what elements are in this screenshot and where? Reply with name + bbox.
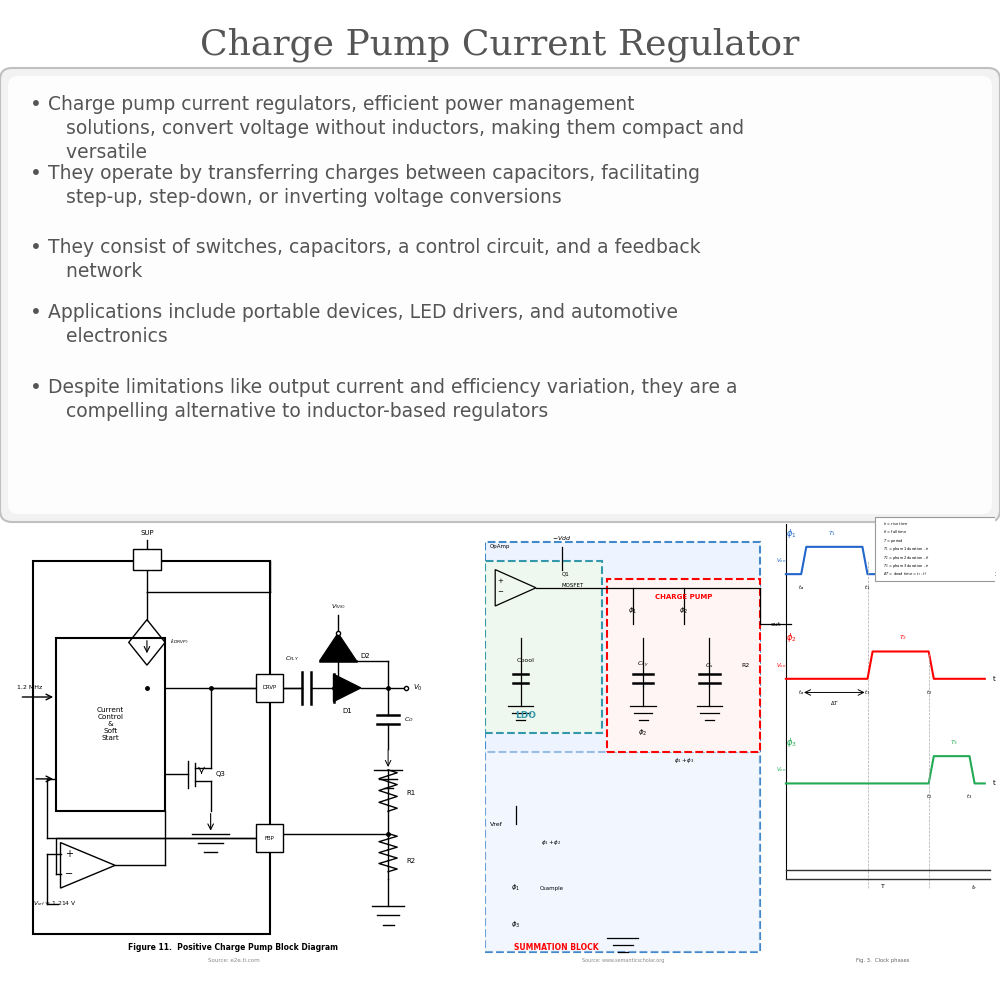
Text: $\phi_3$: $\phi_3$ bbox=[786, 736, 797, 749]
Text: $\phi_1$: $\phi_1$ bbox=[786, 527, 797, 540]
Text: $T_3$ = phase3 duration - $t_r$: $T_3$ = phase3 duration - $t_r$ bbox=[883, 562, 930, 570]
Text: $t_2$: $t_2$ bbox=[926, 793, 932, 801]
Text: $\Delta T$: $\Delta T$ bbox=[830, 699, 839, 707]
Text: t: t bbox=[992, 571, 995, 577]
FancyBboxPatch shape bbox=[875, 517, 998, 581]
FancyBboxPatch shape bbox=[485, 752, 760, 952]
Text: −: − bbox=[65, 869, 73, 879]
Text: $T_1$ = phase1 duration - $t_r$: $T_1$ = phase1 duration - $t_r$ bbox=[883, 545, 930, 553]
Text: −: − bbox=[498, 589, 504, 595]
Bar bbox=[256, 674, 283, 702]
Text: $T_3$: $T_3$ bbox=[950, 738, 958, 747]
Text: $t_r$: $t_r$ bbox=[971, 884, 978, 892]
Text: $C_O$: $C_O$ bbox=[404, 715, 414, 724]
Text: SUMMATION BLOCK: SUMMATION BLOCK bbox=[514, 943, 599, 952]
Text: Applications include portable devices, LED drivers, and automotive
   electronic: Applications include portable devices, L… bbox=[48, 303, 678, 346]
Text: $t_r$ = rise time: $t_r$ = rise time bbox=[883, 520, 909, 528]
Text: $\phi_1+\phi_3$: $\phi_1+\phi_3$ bbox=[674, 756, 694, 765]
Text: $C_s$: $C_s$ bbox=[705, 661, 714, 670]
Text: $V_0$: $V_0$ bbox=[413, 683, 423, 693]
Text: •: • bbox=[30, 164, 42, 183]
Text: OpAmp: OpAmp bbox=[490, 544, 511, 549]
Text: Charge Pump Current Regulator: Charge Pump Current Regulator bbox=[200, 28, 800, 62]
Bar bbox=[33, 560, 270, 934]
Text: $T_1$: $T_1$ bbox=[828, 529, 836, 538]
Text: $V_{on}$: $V_{on}$ bbox=[776, 661, 786, 670]
Text: $\phi_2$: $\phi_2$ bbox=[786, 631, 797, 644]
Text: Figure 11.  Positive Charge Pump Block Diagram: Figure 11. Positive Charge Pump Block Di… bbox=[128, 943, 338, 952]
Text: $t_2$: $t_2$ bbox=[926, 688, 932, 697]
Text: Q3: Q3 bbox=[215, 771, 225, 777]
Text: $\phi_2$: $\phi_2$ bbox=[638, 728, 648, 738]
Text: $t_f$ = fall time: $t_f$ = fall time bbox=[883, 529, 907, 536]
Text: D2: D2 bbox=[361, 653, 370, 659]
Text: Q1: Q1 bbox=[562, 572, 569, 577]
Text: $T$ = period: $T$ = period bbox=[883, 537, 904, 545]
Text: t: t bbox=[992, 780, 995, 786]
Polygon shape bbox=[320, 633, 356, 661]
Text: +: + bbox=[65, 849, 73, 859]
Text: $C_{FLY}$: $C_{FLY}$ bbox=[285, 654, 300, 663]
Text: •: • bbox=[30, 95, 42, 114]
Text: $I_{(DRVP)}$: $I_{(DRVP)}$ bbox=[170, 638, 189, 647]
Text: R2: R2 bbox=[741, 663, 749, 668]
Text: $\phi_1+\phi_2$: $\phi_1+\phi_2$ bbox=[541, 838, 562, 847]
Text: R2: R2 bbox=[406, 858, 415, 864]
Bar bbox=[56, 638, 165, 811]
Text: Current
Control
&
Soft
Start: Current Control & Soft Start bbox=[97, 707, 124, 741]
Text: $\phi_1$: $\phi_1$ bbox=[511, 883, 520, 893]
Text: $V_{on}$: $V_{on}$ bbox=[776, 765, 786, 774]
FancyBboxPatch shape bbox=[8, 76, 992, 514]
Text: $T_2$ = phase2 duration - $t_f$: $T_2$ = phase2 duration - $t_f$ bbox=[883, 554, 930, 562]
Text: •: • bbox=[30, 378, 42, 397]
Text: $V_{ref}$ = 1.214 V: $V_{ref}$ = 1.214 V bbox=[33, 900, 77, 908]
FancyBboxPatch shape bbox=[485, 542, 760, 952]
Text: Charge pump current regulators, efficient power management
   solutions, convert: Charge pump current regulators, efficien… bbox=[48, 95, 744, 162]
Text: +: + bbox=[498, 578, 504, 584]
Bar bbox=[133, 549, 161, 570]
Text: FBP: FBP bbox=[265, 836, 275, 841]
Text: Csample: Csample bbox=[539, 886, 563, 891]
Text: $V_{(VS)}$: $V_{(VS)}$ bbox=[331, 602, 346, 611]
Text: $\phi_3$: $\phi_3$ bbox=[511, 919, 520, 930]
Text: D1: D1 bbox=[342, 708, 352, 714]
Text: DRVP: DRVP bbox=[263, 685, 277, 690]
Text: 1.2 MHz: 1.2 MHz bbox=[17, 685, 43, 690]
FancyBboxPatch shape bbox=[485, 560, 602, 733]
Text: They consist of switches, capacitors, a control circuit, and a feedback
   netwo: They consist of switches, capacitors, a … bbox=[48, 238, 701, 281]
Text: $\Delta T$ = dead time = $t_r$ - $t_f$: $\Delta T$ = dead time = $t_r$ - $t_f$ bbox=[883, 571, 927, 578]
Text: Cpool: Cpool bbox=[517, 658, 535, 663]
Text: $t_1$: $t_1$ bbox=[864, 583, 871, 592]
Text: MOSFET: MOSFET bbox=[562, 583, 584, 588]
Bar bbox=[256, 824, 283, 852]
Text: Fig. 3.  Clock phases: Fig. 3. Clock phases bbox=[856, 958, 910, 963]
Text: $T_2$: $T_2$ bbox=[899, 634, 907, 642]
Text: $t_3$: $t_3$ bbox=[966, 793, 973, 801]
Text: LDO: LDO bbox=[515, 711, 536, 720]
Text: $V_{on}$: $V_{on}$ bbox=[776, 556, 786, 565]
Text: T: T bbox=[881, 884, 885, 889]
Text: $\phi_2$: $\phi_2$ bbox=[679, 605, 689, 616]
Text: CHARGE PUMP: CHARGE PUMP bbox=[655, 594, 713, 600]
FancyBboxPatch shape bbox=[0, 68, 1000, 522]
Text: They operate by transferring charges between capacitors, facilitating
   step-up: They operate by transferring charges bet… bbox=[48, 164, 700, 207]
Text: $t_a$: $t_a$ bbox=[798, 688, 804, 697]
Text: •: • bbox=[30, 303, 42, 322]
Text: $C_{fly}$: $C_{fly}$ bbox=[637, 660, 649, 670]
Text: Source: www.semanticscholar.org: Source: www.semanticscholar.org bbox=[582, 958, 664, 963]
Text: out: out bbox=[771, 622, 781, 627]
Text: $-Vdd$: $-Vdd$ bbox=[552, 534, 571, 542]
Text: Despite limitations like output current and efficiency variation, they are a
   : Despite limitations like output current … bbox=[48, 378, 738, 421]
Polygon shape bbox=[334, 674, 361, 702]
Text: Vref: Vref bbox=[490, 822, 503, 827]
Text: $t_1$: $t_1$ bbox=[864, 688, 871, 697]
Text: Source: e2e.ti.com: Source: e2e.ti.com bbox=[208, 958, 259, 963]
FancyBboxPatch shape bbox=[607, 579, 760, 752]
Text: $t_a$: $t_a$ bbox=[798, 583, 804, 592]
Text: $\phi_1$: $\phi_1$ bbox=[628, 605, 638, 616]
Text: R1: R1 bbox=[406, 790, 416, 796]
Text: SUP: SUP bbox=[140, 530, 154, 536]
Text: t: t bbox=[992, 676, 995, 682]
Text: •: • bbox=[30, 238, 42, 257]
